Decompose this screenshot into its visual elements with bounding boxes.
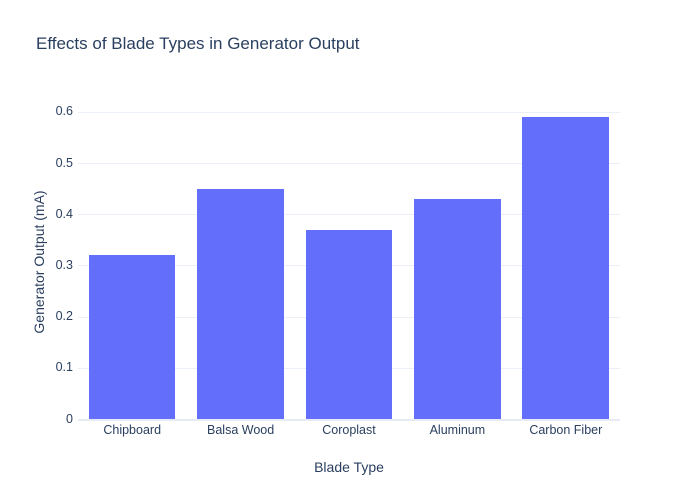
x-tick-label: Balsa Wood (207, 423, 275, 437)
x-tick-label: Aluminum (429, 423, 486, 437)
gridline (78, 111, 620, 113)
x-tick-label: Coroplast (322, 423, 376, 437)
bar-coroplast[interactable] (305, 229, 393, 419)
x-tick-label: Carbon Fiber (529, 423, 603, 437)
x-axis-title: Blade Type (314, 459, 384, 475)
y-tick-label: 0.5 (55, 155, 73, 170)
y-axis-title: Generator Output (mA) (31, 190, 47, 334)
y-tick-label: 0.4 (55, 206, 73, 221)
bar-carbon-fiber[interactable] (522, 116, 610, 419)
bar-aluminum[interactable] (414, 198, 501, 419)
chart-title: Effects of Blade Types in Generator Outp… (36, 34, 360, 53)
gridline (78, 163, 620, 164)
y-tick-label: 0.3 (55, 257, 73, 272)
gridline (78, 214, 620, 216)
y-tick-label: 0.6 (55, 104, 73, 119)
y-tick-label: 0.1 (55, 360, 73, 375)
y-tick-label: 0 (66, 411, 73, 426)
bar-balsa-wood[interactable] (197, 188, 284, 419)
bar-chipboard[interactable] (88, 255, 176, 419)
x-tick-label: Chipboard (103, 423, 162, 437)
plot-area (78, 100, 620, 419)
x-axis-line (78, 419, 620, 421)
y-tick-label: 0.2 (55, 309, 73, 324)
